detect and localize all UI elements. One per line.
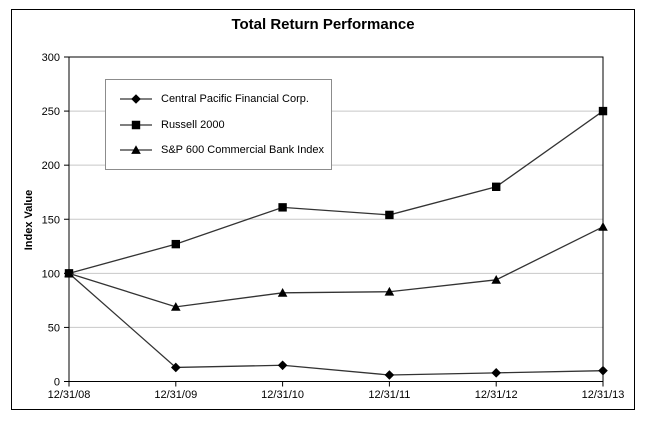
triangle-line-marker-icon [120,144,152,154]
svg-text:200: 200 [42,160,60,172]
legend-item-russell-2000: Russell 2000 [119,119,331,131]
svg-text:100: 100 [42,268,60,280]
svg-text:12/31/11: 12/31/11 [368,389,410,401]
legend-item-sp600-bank-index: S&P 600 Commercial Bank Index [119,144,331,156]
legend-label: S&P 600 Commercial Bank Index [161,143,325,156]
legend: Central Pacific Financial Corp. Russell … [105,79,332,170]
svg-text:12/31/10: 12/31/10 [261,389,304,401]
svg-text:150: 150 [42,214,60,226]
svg-text:50: 50 [48,322,60,334]
svg-text:250: 250 [42,106,60,118]
svg-text:12/31/12: 12/31/12 [475,389,518,401]
legend-label: Central Pacific Financial Corp. [161,93,309,106]
square-line-marker-icon [120,120,152,129]
svg-text:12/31/09: 12/31/09 [154,389,197,401]
svg-text:12/31/08: 12/31/08 [48,389,91,401]
svg-text:12/31/13: 12/31/13 [582,389,625,401]
chart-title: Total Return Performance [231,16,415,33]
svg-text:300: 300 [42,52,60,64]
legend-label: Russell 2000 [161,118,225,131]
legend-item-central-pacific: Central Pacific Financial Corp. [119,93,331,105]
y-axis-title: Index Value [23,189,35,251]
diamond-line-marker-icon [120,94,152,105]
svg-text:0: 0 [54,377,60,389]
